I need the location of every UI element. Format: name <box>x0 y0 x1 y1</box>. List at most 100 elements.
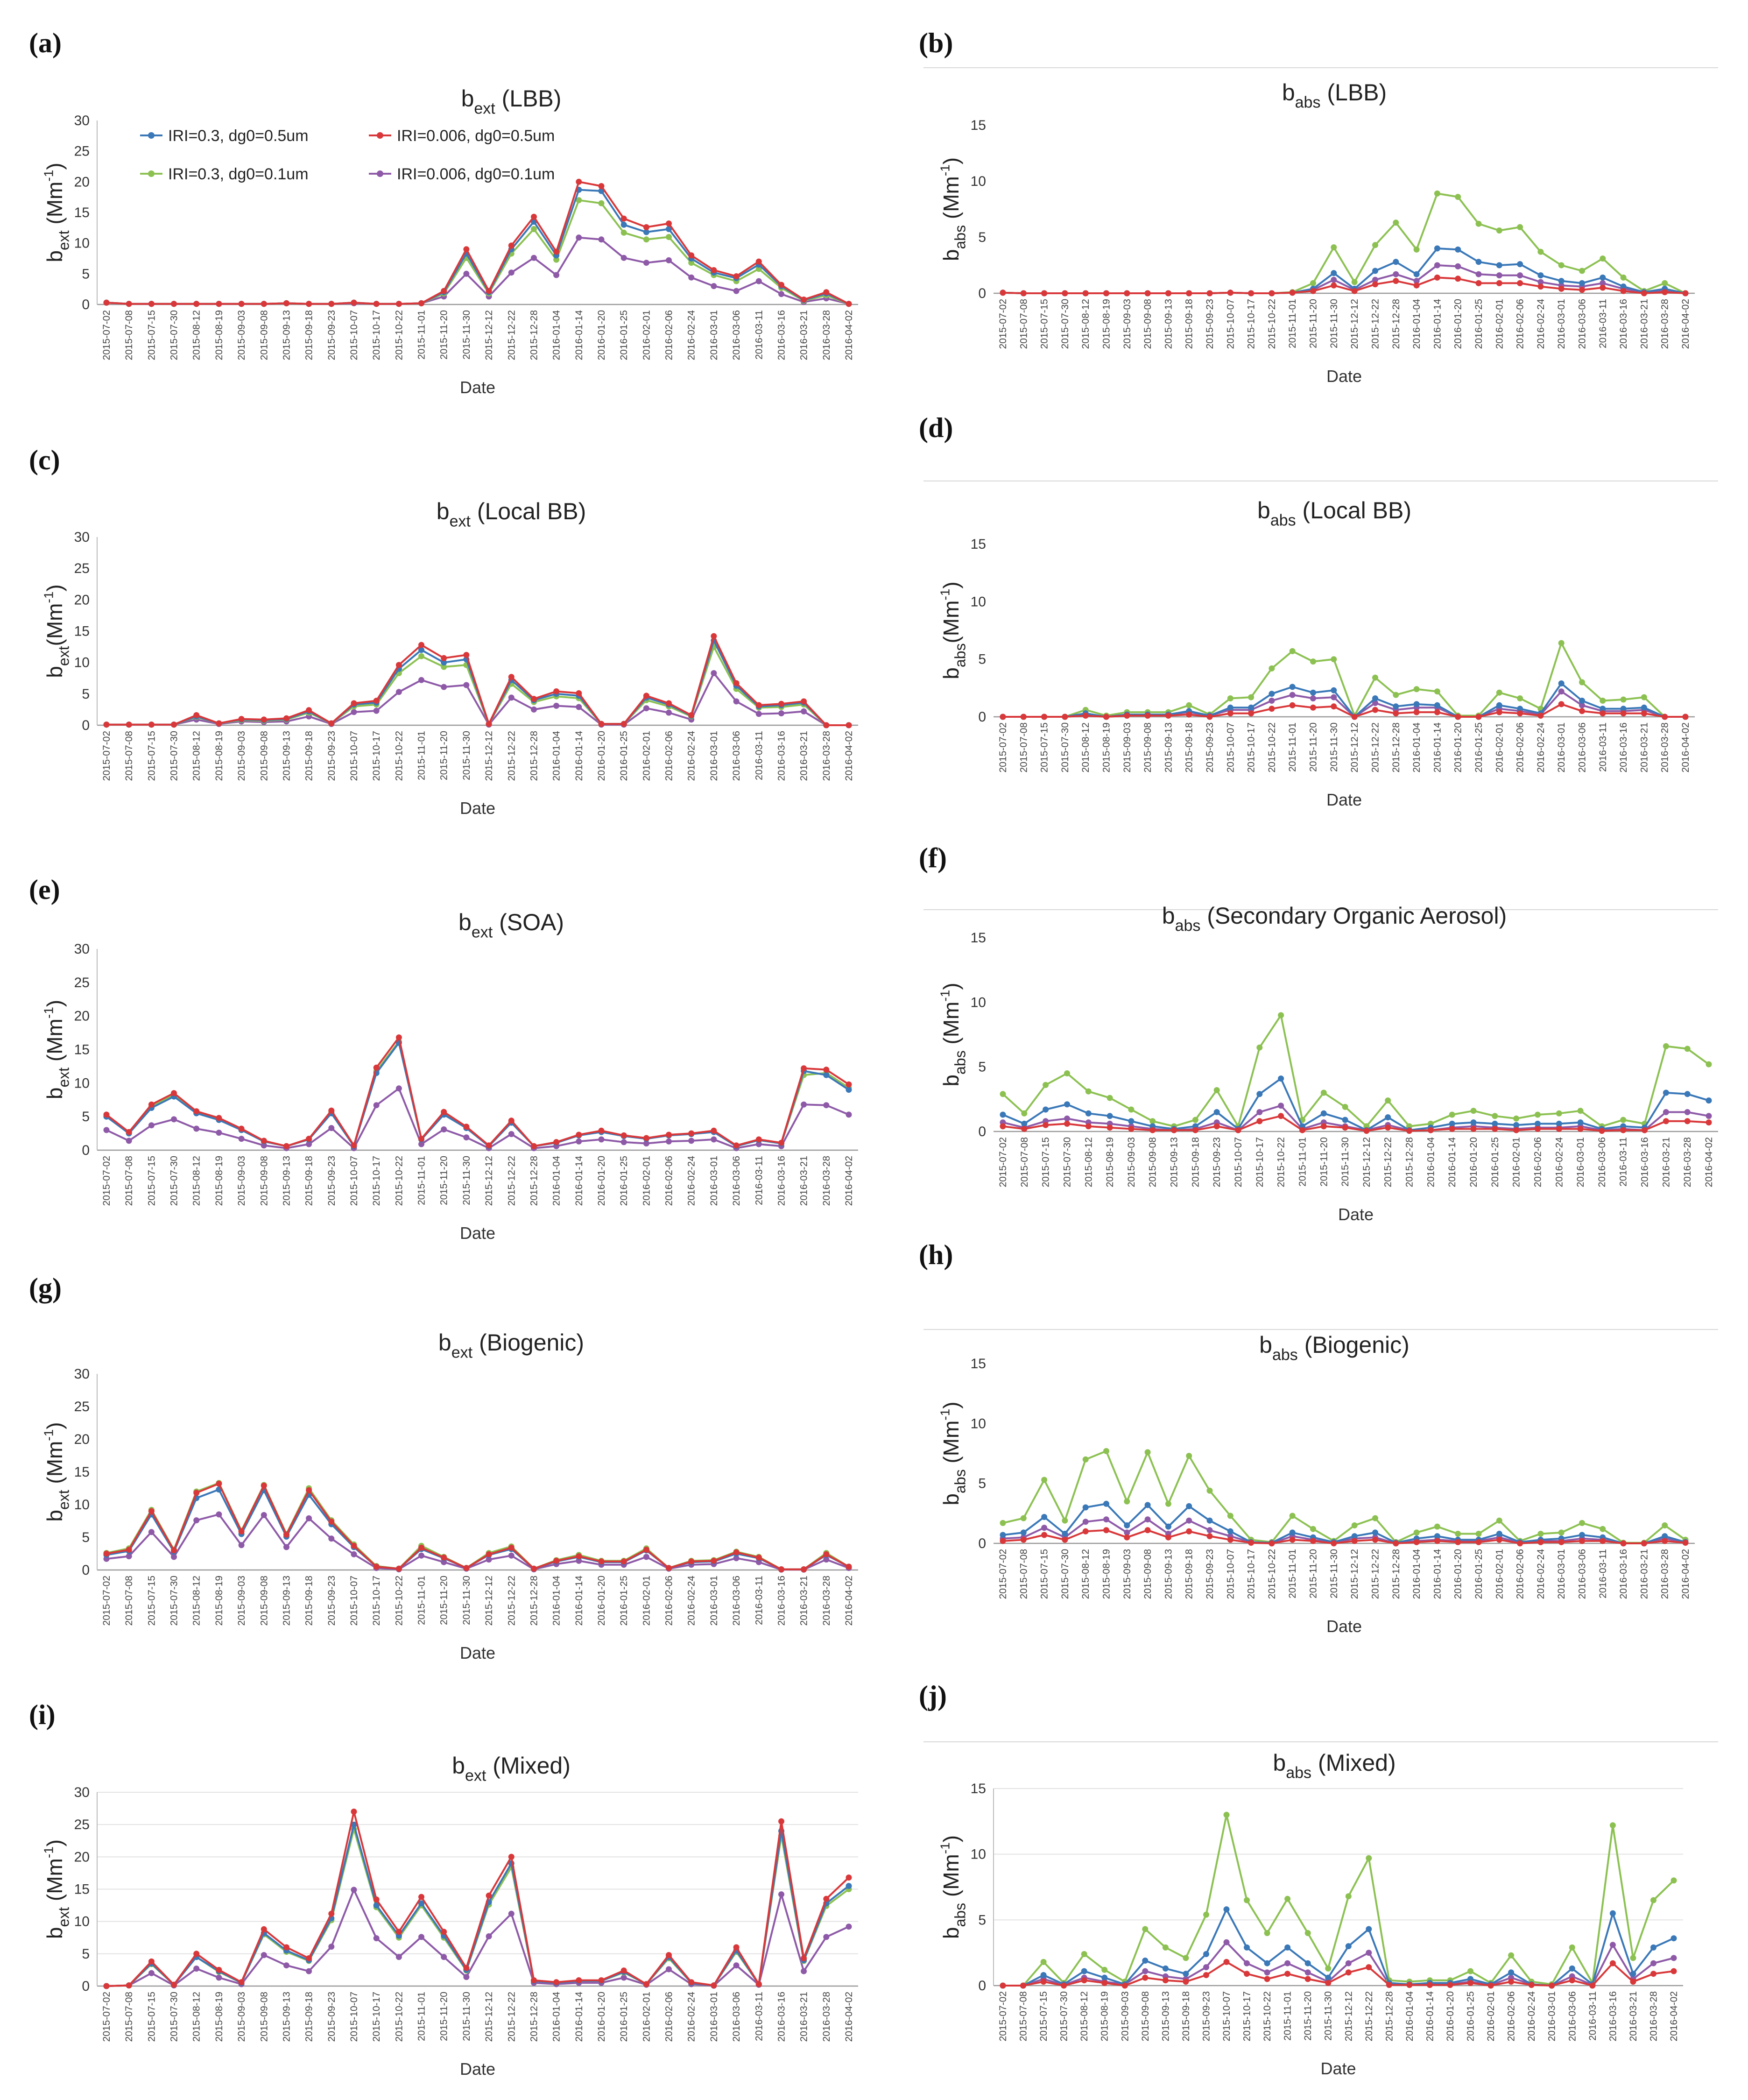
panel-label: (j) <box>919 1680 947 1711</box>
x-tick-label: 2016-03-11 <box>754 310 764 360</box>
data-point <box>1558 1539 1565 1545</box>
x-tick-label: 2015-08-19 <box>214 1576 225 1626</box>
data-point <box>1475 714 1482 720</box>
data-point <box>395 1085 402 1092</box>
x-tick-label: 2015-09-08 <box>259 1992 269 2042</box>
series-line-2 <box>1002 1529 1686 1544</box>
y-tick-label: 15 <box>74 1042 90 1058</box>
data-point <box>643 1981 649 1987</box>
y-tick-label: 15 <box>74 205 90 220</box>
x-tick-label: 2016-02-24 <box>1536 1549 1546 1599</box>
x-tick-label: 2015-07-30 <box>169 731 180 781</box>
data-point <box>1124 290 1130 297</box>
data-point <box>1496 702 1502 708</box>
y-tick-label: 0 <box>978 1978 986 1994</box>
x-tick-label: 2016-04-02 <box>844 731 854 781</box>
x-tick-label: 2016-01-20 <box>596 310 607 360</box>
data-point <box>1455 263 1461 269</box>
data-point <box>1278 1012 1284 1018</box>
x-tick-label: 2016-03-01 <box>709 1576 719 1626</box>
data-point <box>1081 1951 1087 1957</box>
x-tick-label: 2015-10-17 <box>371 1992 382 2042</box>
data-point <box>1299 1127 1305 1133</box>
data-point <box>1107 1095 1113 1101</box>
data-point <box>103 1111 110 1118</box>
x-tick-label: 2015-07-30 <box>1059 1991 1070 2041</box>
x-axis-label: Date <box>460 2059 495 2079</box>
x-tick-label: 2015-07-08 <box>1018 722 1029 772</box>
x-tick-label: 2015-07-30 <box>169 1992 180 2042</box>
data-point <box>508 1910 515 1917</box>
data-point <box>1662 1538 1668 1544</box>
x-tick-label: 2016-03-06 <box>731 1576 742 1626</box>
data-point <box>823 1102 830 1109</box>
x-tick-label: 2015-11-30 <box>1323 1991 1334 2041</box>
series-line-2 <box>1003 703 1685 718</box>
data-point <box>1325 1965 1332 1972</box>
data-point <box>1085 1123 1092 1130</box>
data-point <box>1467 1968 1473 1974</box>
data-point <box>463 682 470 688</box>
data-point <box>1535 1126 1541 1132</box>
data-point <box>1107 1124 1113 1131</box>
data-point <box>688 1138 695 1144</box>
x-tick-label: 2016-01-04 <box>551 1156 562 1206</box>
series-line-2 <box>106 635 849 726</box>
x-tick-label: 2015-09-13 <box>1163 1549 1174 1599</box>
data-point <box>1284 1895 1291 1902</box>
data-point <box>1558 1529 1565 1536</box>
data-point <box>1256 1044 1263 1051</box>
x-tick-label: 2015-11-20 <box>439 1992 450 2041</box>
data-point <box>395 1954 402 1960</box>
data-point <box>846 1111 852 1118</box>
x-tick-label: 2015-08-19 <box>214 1992 225 2042</box>
x-tick-label: 2016-02-24 <box>686 1156 697 1206</box>
x-tick-label: 2015-09-08 <box>259 310 269 360</box>
data-point <box>306 301 312 307</box>
x-tick-label: 2015-11-20 <box>439 1156 450 1205</box>
y-tick-label: 20 <box>74 1009 90 1024</box>
data-point <box>463 246 470 253</box>
x-tick-label: 2016-02-06 <box>1506 1991 1517 2041</box>
data-point <box>1289 648 1296 654</box>
chart-title: bext (Local BB) <box>437 498 586 530</box>
data-point <box>1186 1528 1192 1534</box>
x-tick-label: 2015-11-01 <box>1283 1991 1293 2041</box>
data-point <box>666 234 672 240</box>
data-point <box>486 288 492 294</box>
data-point <box>576 1138 582 1145</box>
data-point <box>1600 698 1606 704</box>
x-axis-label: Date <box>1320 2059 1356 2078</box>
data-point <box>553 1557 560 1564</box>
y-tick-label: 25 <box>74 1817 90 1832</box>
x-tick-label: 2016-03-28 <box>821 1576 832 1626</box>
data-point <box>1041 1532 1048 1538</box>
y-tick-label: 15 <box>971 1356 986 1372</box>
data-point <box>1264 1960 1270 1966</box>
data-point <box>418 653 424 659</box>
data-point <box>1351 1522 1358 1528</box>
data-point <box>1284 1944 1291 1951</box>
data-point <box>148 1970 155 1976</box>
x-tick-label: 2015-12-28 <box>529 731 539 781</box>
data-point <box>846 1883 852 1889</box>
data-point <box>1385 1124 1391 1131</box>
data-point <box>1670 1935 1677 1942</box>
data-point <box>1508 1979 1515 1985</box>
x-tick-label: 2016-01-25 <box>1466 1991 1476 2041</box>
data-point <box>801 1968 807 1974</box>
data-point <box>778 1818 784 1824</box>
x-tick-label: 2015-12-22 <box>506 1992 517 2042</box>
data-point <box>1577 1108 1584 1114</box>
x-tick-label: 2015-11-20 <box>1318 1137 1329 1187</box>
x-tick-label: 2016-03-21 <box>1661 1137 1671 1187</box>
x-tick-label: 2016-02-24 <box>1526 1991 1537 2042</box>
data-point <box>1124 713 1130 719</box>
x-tick-label: 2015-10-07 <box>349 1992 359 2042</box>
data-point <box>1650 1897 1656 1903</box>
x-tick-label: 2015-10-22 <box>394 1156 404 1206</box>
data-point <box>1620 706 1627 712</box>
data-point <box>553 256 560 263</box>
x-axis-label: Date <box>1338 1205 1374 1224</box>
data-point <box>1310 658 1316 665</box>
